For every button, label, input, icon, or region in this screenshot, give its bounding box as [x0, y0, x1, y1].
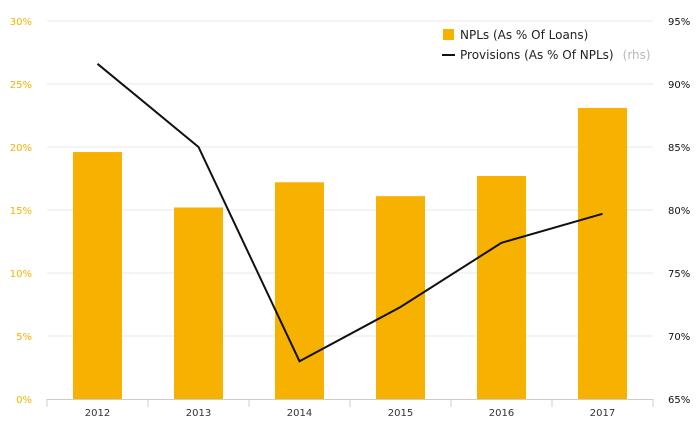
right-axis-ticks: 65% 70% 75% 80% 85% 90% 95% — [668, 17, 690, 406]
provisions-line-layer — [96, 63, 603, 363]
x-tick-label: 2015 — [388, 408, 413, 419]
right-tick-label: 85% — [668, 143, 690, 154]
left-axis-ticks: 0% 5% 10% 15% 20% 25% 30% — [10, 17, 32, 406]
left-tick-label: 10% — [10, 269, 32, 280]
right-tick-label: 75% — [668, 269, 690, 280]
x-tick-label: 2012 — [85, 408, 110, 419]
legend-label-provisions: Provisions (As % Of NPLs) (rhs) — [460, 44, 651, 63]
left-tick-label: 5% — [16, 332, 32, 343]
bar-npl — [275, 182, 324, 399]
left-tick-label: 15% — [10, 206, 32, 217]
left-tick-label: 20% — [10, 143, 32, 154]
right-tick-label: 90% — [668, 80, 690, 91]
right-tick-label: 70% — [668, 332, 690, 343]
left-tick-label: 25% — [10, 80, 32, 91]
bar-npl — [376, 196, 425, 399]
x-tick-label: 2013 — [186, 408, 211, 419]
legend-label-npl: NPLs (As % Of Loans) — [460, 28, 588, 42]
left-tick-label: 0% — [16, 395, 32, 406]
bar-npl — [174, 207, 223, 399]
provisions-line — [96, 63, 603, 363]
right-tick-label: 80% — [668, 206, 690, 217]
legend-label-rhs-suffix: (rhs) — [623, 48, 651, 62]
right-tick-label: 65% — [668, 395, 690, 406]
legend: NPLs (As % Of Loans) Provisions (As % Of… — [442, 28, 651, 63]
x-tick-label: 2014 — [287, 408, 312, 419]
gridlines — [47, 20, 653, 337]
bar-npl — [578, 107, 627, 399]
legend-label-provisions-text: Provisions (As % Of NPLs) — [460, 48, 614, 62]
x-tick-label: 2016 — [489, 408, 514, 419]
x-axis: 2012 2013 2014 2015 2016 2017 — [46, 399, 654, 419]
bar-npl — [477, 175, 526, 399]
npl-bars — [73, 107, 627, 399]
legend-swatch-npl — [443, 29, 454, 40]
bar-npl — [73, 152, 122, 399]
right-tick-label: 95% — [668, 17, 690, 28]
x-tick-label: 2017 — [590, 408, 615, 419]
left-tick-label: 30% — [10, 17, 32, 28]
